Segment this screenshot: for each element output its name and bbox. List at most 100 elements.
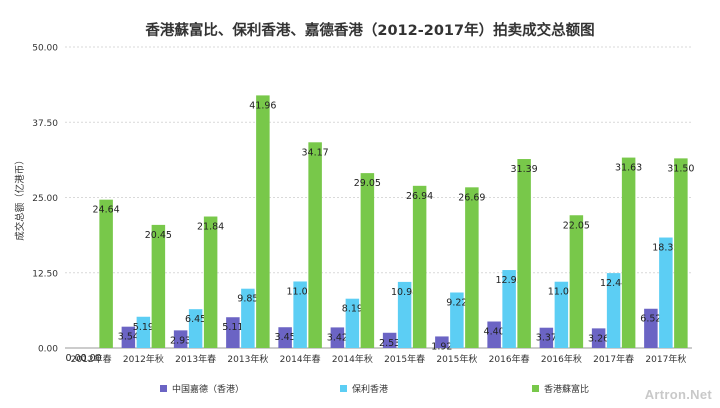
bar-香港蘇富比-2012年春 — [99, 199, 113, 348]
x-tick-label: 2014年秋 — [332, 353, 373, 365]
data-label: 6.52 — [640, 314, 661, 325]
data-label: 26.69 — [458, 192, 485, 203]
bar-保利香港-2012年秋 — [136, 316, 151, 348]
y-tick-label: 0.00 — [38, 345, 58, 355]
bar-中国嘉德（香港）-2016年春 — [487, 321, 501, 348]
bar-中国嘉德（香港）-2014年春 — [278, 327, 292, 348]
legend-label: 香港蘇富比 — [544, 383, 589, 395]
y-axis-label: 成交总额（亿港币） — [14, 155, 26, 241]
data-label: 0.00 — [81, 353, 102, 364]
legend-swatch — [532, 385, 539, 392]
legend-swatch — [160, 385, 167, 392]
bar-香港蘇富比-2017年秋 — [674, 158, 688, 348]
bar-中国嘉德（香港）-2012年秋 — [121, 326, 136, 348]
bar-香港蘇富比-2013年秋 — [256, 95, 270, 348]
bar-保利香港-2017年秋 — [659, 237, 673, 348]
x-tick-label: 2012年秋 — [123, 353, 164, 365]
bar-保利香港-2015年秋 — [450, 292, 464, 348]
x-tick-label: 2017年春 — [593, 353, 634, 365]
bar-保利香港-2017年春 — [606, 273, 621, 348]
data-label: 12.44 — [600, 278, 627, 289]
y-tick-label: 50.00 — [32, 44, 58, 54]
data-label: 6.45 — [185, 314, 206, 325]
legend: 中国嘉德（香港） 保利香港 香港蘇富比 — [160, 383, 589, 395]
bar-香港蘇富比-2014年秋 — [360, 173, 375, 348]
data-label: 12.95 — [496, 275, 523, 286]
data-label: 31.50 — [667, 163, 694, 174]
data-label: 34.17 — [302, 147, 329, 158]
data-label: 31.63 — [615, 163, 642, 174]
data-label: 3.42 — [327, 332, 348, 343]
data-label: 10.98 — [391, 287, 418, 298]
bar-保利香港-2014年秋 — [345, 298, 360, 348]
data-label: 29.05 — [354, 178, 381, 189]
bar-中国嘉德（香港）-2013年春 — [173, 330, 188, 348]
x-tick-label: 2015年秋 — [436, 353, 477, 365]
bar-保利香港-2013年春 — [188, 309, 203, 348]
bar-中国嘉德（香港）-2016年秋 — [539, 327, 554, 348]
x-tick-label: 2015年春 — [384, 353, 425, 365]
data-label: 3.26 — [588, 333, 609, 344]
bar-保利香港-2013年秋 — [241, 288, 255, 348]
data-label: 2.93 — [170, 335, 191, 346]
bars: 0.000.00 24.64 3.545.19 20.45 2.93 6.45 21.84 5… — [66, 95, 694, 364]
watermark: Artron.Net — [644, 387, 712, 402]
y-tick-label: 25.00 — [32, 194, 58, 204]
bar-保利香港-2016年秋 — [554, 281, 569, 348]
data-label: 24.64 — [93, 205, 120, 216]
bar-中国嘉德（香港）-2015年春 — [382, 332, 397, 348]
y-axis-ticks: 0.00 12.50 25.00 37.50 50.00 — [32, 44, 58, 355]
data-label: 9.22 — [446, 297, 467, 308]
x-axis-ticks: 2012年春 2012年秋 2013年春 2013年秋 2014年春 2014年秋 2015… — [71, 353, 687, 365]
legend-label: 保利香港 — [352, 383, 388, 395]
data-label: 5.19 — [133, 322, 154, 333]
data-label: 11.05 — [287, 286, 314, 297]
bar-香港蘇富比-2016年秋 — [569, 215, 584, 348]
bar-保利香港-2016年春 — [502, 270, 516, 348]
y-tick-label: 12.50 — [32, 269, 58, 279]
data-label: 3.45 — [275, 332, 296, 343]
data-label: 20.45 — [145, 230, 172, 241]
data-label: 41.96 — [249, 100, 276, 111]
data-label: 22.05 — [563, 220, 590, 231]
data-label: 4.40 — [484, 327, 505, 338]
bar-中国嘉德（香港）-2017年春 — [591, 328, 606, 348]
bar-香港蘇富比-2015年秋 — [465, 187, 479, 348]
x-tick-label: 2014年春 — [280, 353, 321, 365]
legend-label: 中国嘉德（香港） — [172, 383, 244, 395]
bar-中国嘉德（香港）-2013年秋 — [226, 317, 240, 348]
bar-保利香港-2015年春 — [397, 281, 412, 348]
data-label: 18.35 — [652, 243, 679, 254]
gridlines — [65, 46, 692, 349]
data-label: 9.85 — [237, 294, 258, 305]
x-tick-label: 2013年秋 — [227, 353, 268, 365]
chart-title: 香港蘇富比、保利香港、嘉德香港（2012-2017年）拍卖成交总额图 — [145, 21, 594, 39]
bar-香港蘇富比-2013年春 — [203, 216, 218, 348]
data-label: 26.94 — [406, 191, 433, 202]
bar-中国嘉德（香港）-2014年秋 — [330, 327, 345, 348]
bar-中国嘉德（香港）-2015年秋 — [435, 336, 449, 348]
data-label: 5.11 — [222, 322, 243, 333]
data-label: 0.00 — [66, 353, 87, 364]
data-label: 31.39 — [511, 164, 538, 175]
bar-香港蘇富比-2012年秋 — [151, 224, 166, 348]
y-tick-label: 37.50 — [32, 119, 58, 129]
x-tick-label: 2017年秋 — [645, 353, 686, 365]
x-tick-label: 2012年春 — [71, 353, 112, 365]
data-label: 3.54 — [118, 332, 139, 343]
bar-香港蘇富比-2016年春 — [517, 159, 531, 348]
bar-香港蘇富比-2015年春 — [412, 185, 427, 348]
x-tick-label: 2016年秋 — [541, 353, 582, 365]
x-tick-label: 2013年春 — [175, 353, 216, 365]
x-tick-label: 2016年春 — [489, 353, 530, 365]
bar-保利香港-2014年春 — [293, 281, 307, 348]
data-label: 11.01 — [548, 287, 575, 298]
data-label: 3.37 — [536, 333, 557, 344]
data-label: 21.84 — [197, 222, 224, 233]
bar-中国嘉德（香港）-2017年秋 — [644, 308, 658, 348]
data-label: 8.19 — [342, 304, 363, 315]
data-label: 1.92 — [431, 341, 452, 352]
bar-香港蘇富比-2014年春 — [308, 142, 322, 348]
